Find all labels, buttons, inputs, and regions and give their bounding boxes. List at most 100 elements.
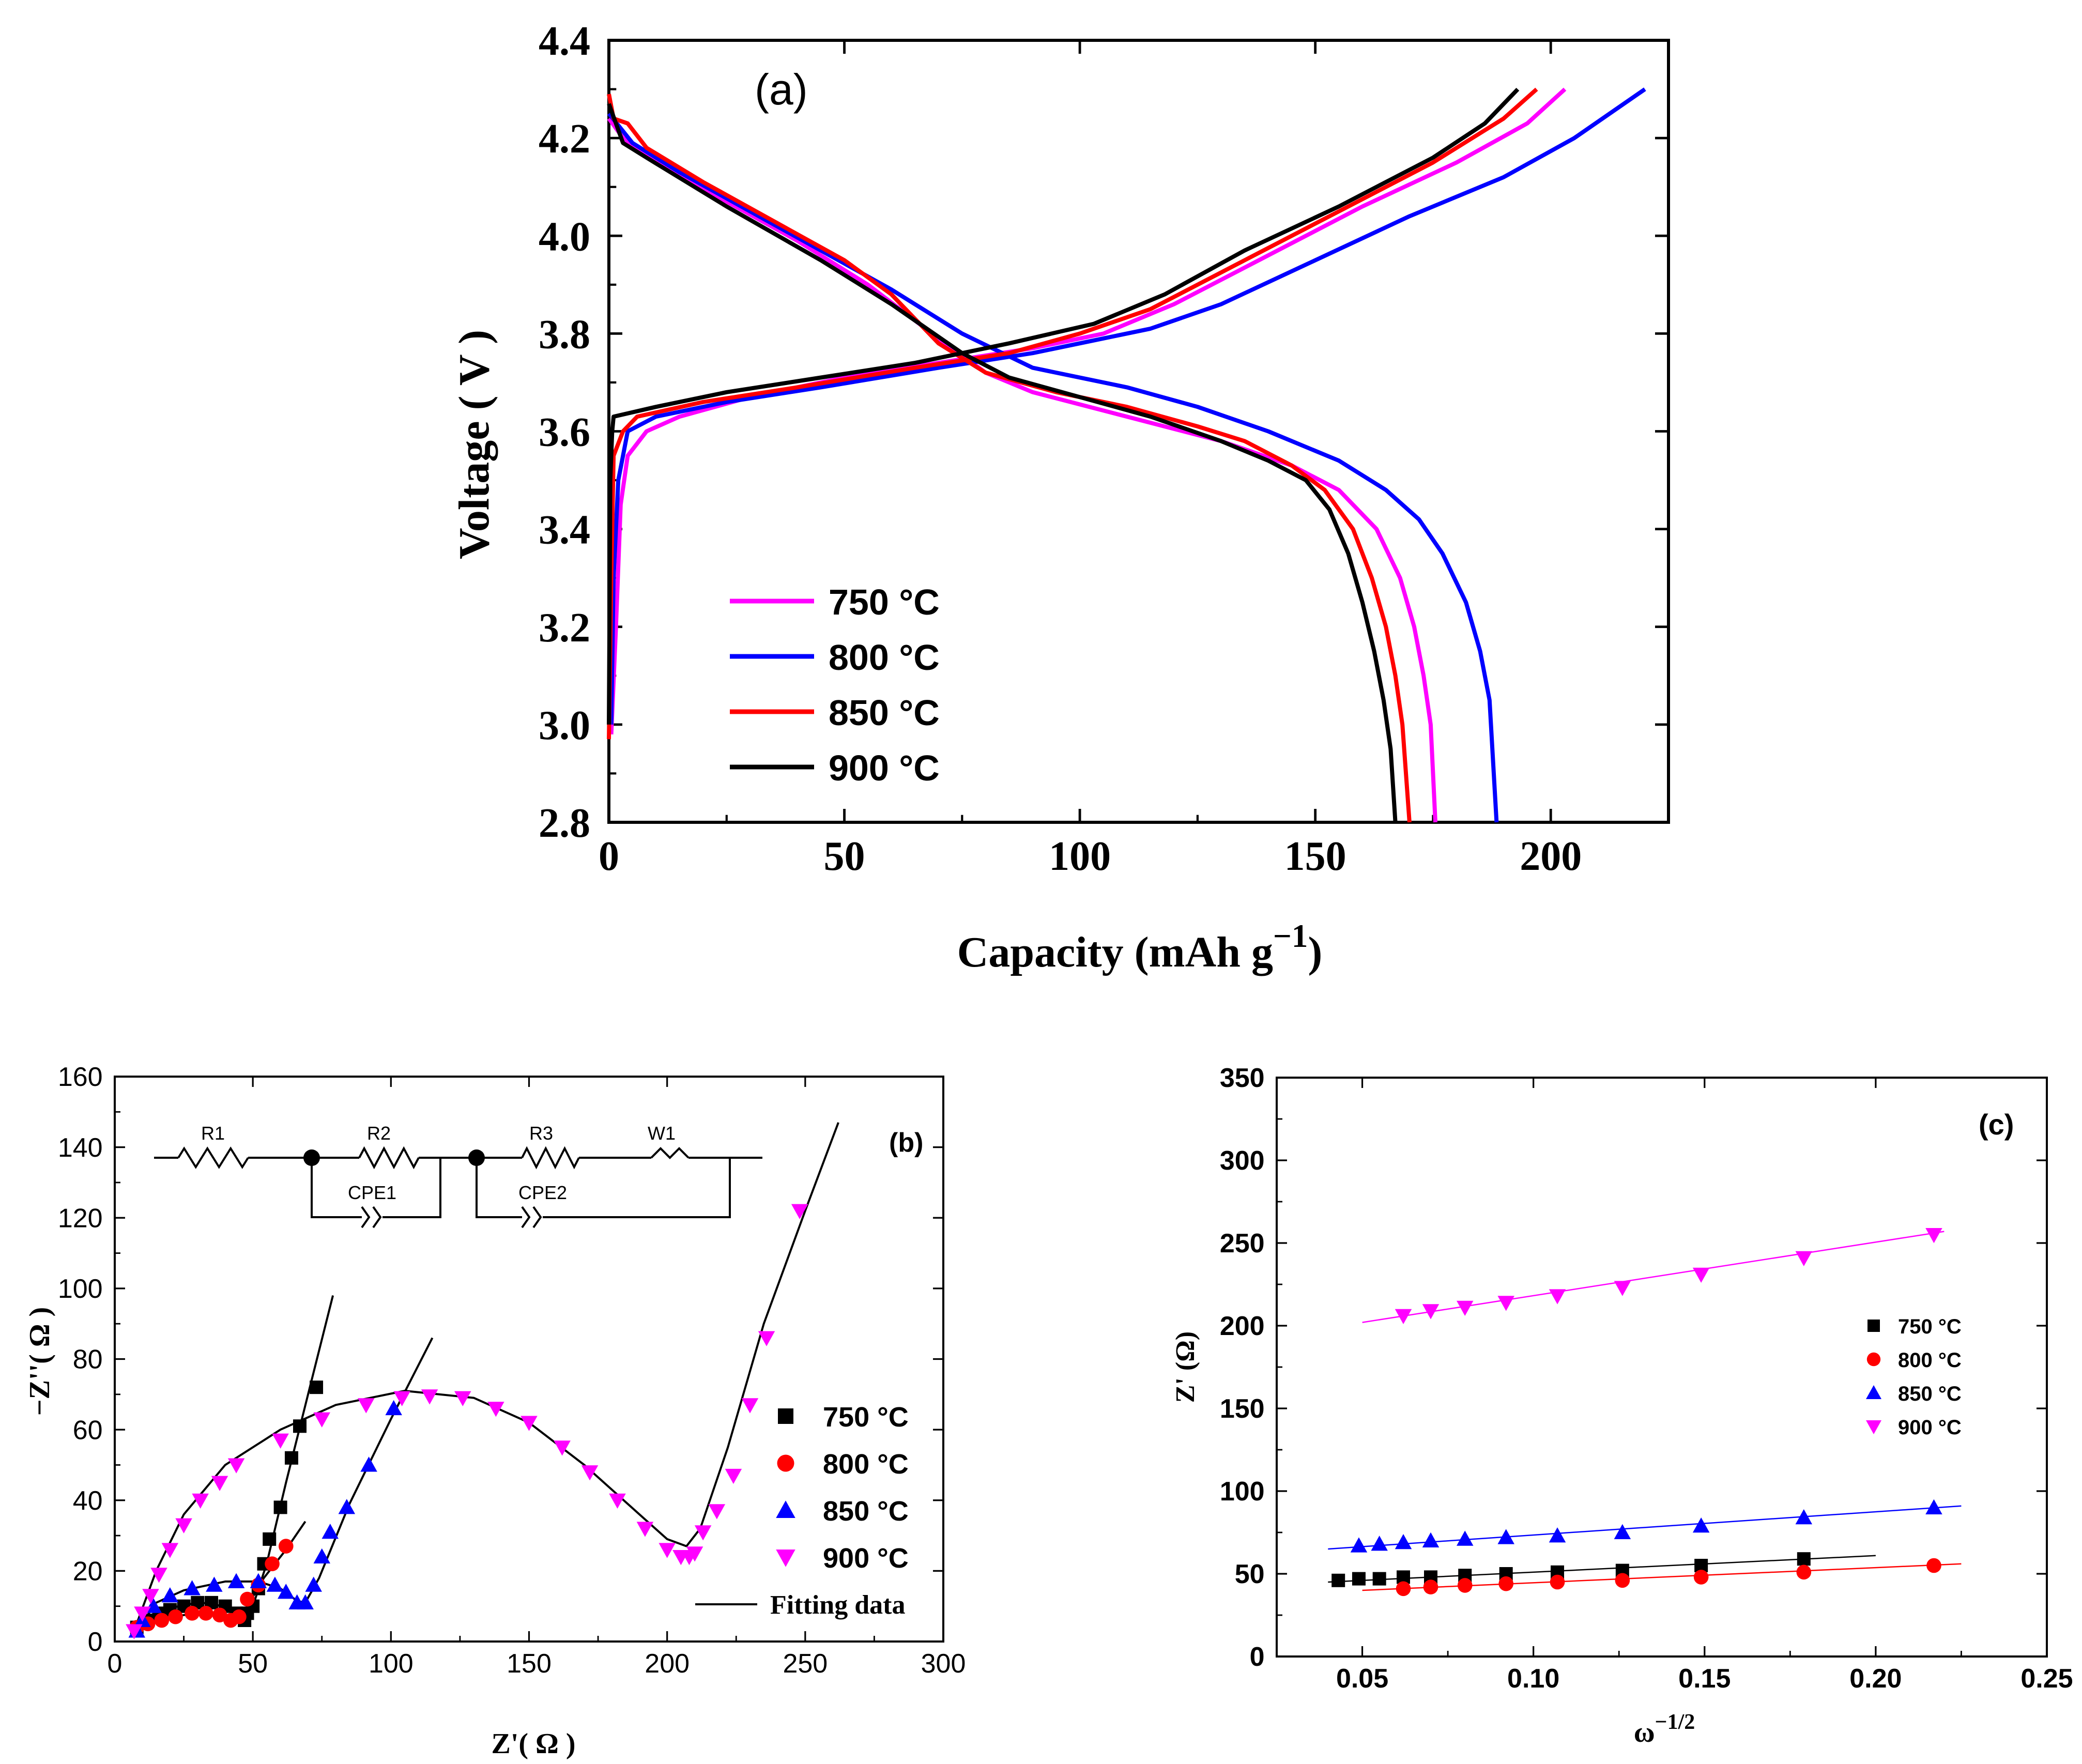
fit-line-750 [1328, 1555, 1876, 1583]
x-tick-label: 300 [921, 1649, 966, 1679]
legend-label-900-unit: °C [899, 748, 940, 788]
legend-label-750: 750 °C [829, 582, 940, 622]
x-tick-label: 0.20 [1849, 1664, 1902, 1694]
y-tick-label: 4.0 [539, 214, 590, 259]
x-axis-title-c-sup: −1/2 [1655, 1710, 1695, 1734]
y-tick-label: 3.8 [539, 312, 590, 357]
legend-label-800: 800 °C [823, 1449, 909, 1480]
data-point-900 [192, 1493, 209, 1509]
y-tick-label: 0 [1250, 1642, 1265, 1672]
cpe1-symbol [361, 1206, 382, 1229]
data-point-800 [1693, 1570, 1709, 1585]
circuit-label: R2 [367, 1123, 391, 1144]
legend-label-800: 800 °C [829, 637, 940, 678]
panel-label-b: (b) [889, 1128, 923, 1158]
charge-curve-900 [607, 87, 1520, 725]
data-point-900 [1795, 1251, 1813, 1267]
data-point-900 [609, 1493, 626, 1509]
y-tick-label: 3.6 [539, 410, 590, 455]
panel-a-charge-discharge: 0 50 100 150 200 2.8 3.0 3.2 3.4 3.6 3.8 4.0 4.2 4.4 (… [450, 19, 1670, 976]
data-point-850 [266, 1576, 284, 1592]
panel-c-warburg: 0.05 0.10 0.15 0.20 0.25 0 50 100 150 200 250 300 35… [1171, 1063, 2073, 1748]
data-point-900 [175, 1518, 192, 1533]
y-axis-title-c: Z' (Ω) [1171, 1331, 1200, 1403]
y-tick-label: 3.0 [539, 703, 590, 748]
data-point-800 [1926, 1558, 1941, 1573]
x-tick-label: 0.25 [2020, 1664, 2073, 1694]
legend-marker-900 [776, 1550, 795, 1567]
x-axis-title-a: Capacity (mAh g−1) [957, 918, 1323, 976]
y-tick-label: 100 [58, 1274, 103, 1304]
data-point-800 [1457, 1578, 1473, 1593]
x-tick-label: 100 [1049, 834, 1111, 879]
x-axis-title-a-base: Capacity (mAh g [957, 928, 1273, 976]
data-point-900 [126, 1624, 143, 1639]
y-tick-label: 350 [1220, 1063, 1265, 1093]
data-point-750 [263, 1532, 277, 1546]
circuit-wire [382, 1158, 441, 1218]
data-point-850 [183, 1580, 201, 1596]
data-point-900 [1497, 1296, 1514, 1311]
x-axis-title-a-sup: −1 [1273, 918, 1308, 954]
discharge-curve-900 [607, 103, 1398, 823]
data-point-800 [265, 1556, 280, 1572]
legend-label-750-unit: °C [899, 582, 940, 622]
legend-label-800-value: 800 [1898, 1349, 1938, 1372]
data-point-800 [240, 1591, 255, 1607]
x-tick-label: 0.05 [1336, 1664, 1388, 1694]
data-point-850 [305, 1576, 322, 1592]
y-tick-label: 60 [73, 1415, 103, 1445]
x-axis-title-a-end: ) [1308, 928, 1322, 976]
resistor-r1 [177, 1146, 249, 1169]
data-point-900 [134, 1606, 151, 1622]
data-point-800 [1498, 1576, 1513, 1591]
y-tick-label: 300 [1220, 1146, 1265, 1176]
legend-label-900-value: 900 [829, 748, 899, 788]
x-tick-label: 0.15 [1678, 1664, 1731, 1694]
y-tick-label: 2.8 [539, 801, 590, 846]
legend-label-900: 900 °C [1898, 1416, 1962, 1439]
data-point-900 [211, 1476, 228, 1491]
data-point-850 [1422, 1532, 1440, 1547]
fit-line-900 [1362, 1231, 1945, 1323]
data-point-800 [185, 1606, 200, 1621]
data-point-900 [636, 1522, 654, 1537]
legend-label-800: 800 °C [1898, 1349, 1962, 1372]
data-point-900 [142, 1589, 159, 1604]
data-point-850 [227, 1573, 245, 1588]
data-point-900 [1692, 1267, 1710, 1283]
data-point-850 [250, 1573, 267, 1588]
legend-label-750-unit: °C [877, 1402, 909, 1433]
legend-label-850: 850 °C [829, 693, 940, 733]
x-tick-label: 0 [599, 834, 619, 879]
data-point-850 [313, 1548, 330, 1564]
data-point-850 [385, 1400, 402, 1416]
legend-label-800-value: 800 [823, 1449, 877, 1480]
legend-label-900: 900 °C [823, 1543, 909, 1574]
x-tick-label: 250 [783, 1649, 828, 1679]
y-tick-label: 50 [1235, 1559, 1265, 1589]
legend-label-750-value: 750 [823, 1402, 877, 1433]
circuit-label: CPE2 [518, 1182, 567, 1203]
x-tick-label: 200 [1520, 834, 1582, 879]
y-tick-label: 80 [73, 1345, 103, 1375]
data-point-900 [487, 1402, 504, 1417]
data-point-900 [357, 1398, 375, 1414]
legend-label-800-value: 800 [829, 637, 899, 678]
data-point-750 [293, 1419, 307, 1433]
data-point-900 [1925, 1228, 1942, 1244]
x-tick-label: 100 [369, 1649, 414, 1679]
legend-label-750-value: 750 [1898, 1315, 1938, 1338]
y-tick-label: 140 [58, 1133, 103, 1163]
data-point-750 [273, 1500, 287, 1514]
circuit-label: R3 [529, 1123, 553, 1144]
y-tick-label: 250 [1220, 1229, 1265, 1259]
legend-label-850: 850 °C [1898, 1383, 1962, 1405]
data-point-800 [1615, 1573, 1630, 1588]
data-point-900 [725, 1468, 742, 1484]
data-point-900 [659, 1543, 676, 1558]
data-point-900 [1422, 1304, 1440, 1320]
data-point-850 [297, 1594, 314, 1609]
legend-fit-label: Fitting data [770, 1590, 905, 1620]
